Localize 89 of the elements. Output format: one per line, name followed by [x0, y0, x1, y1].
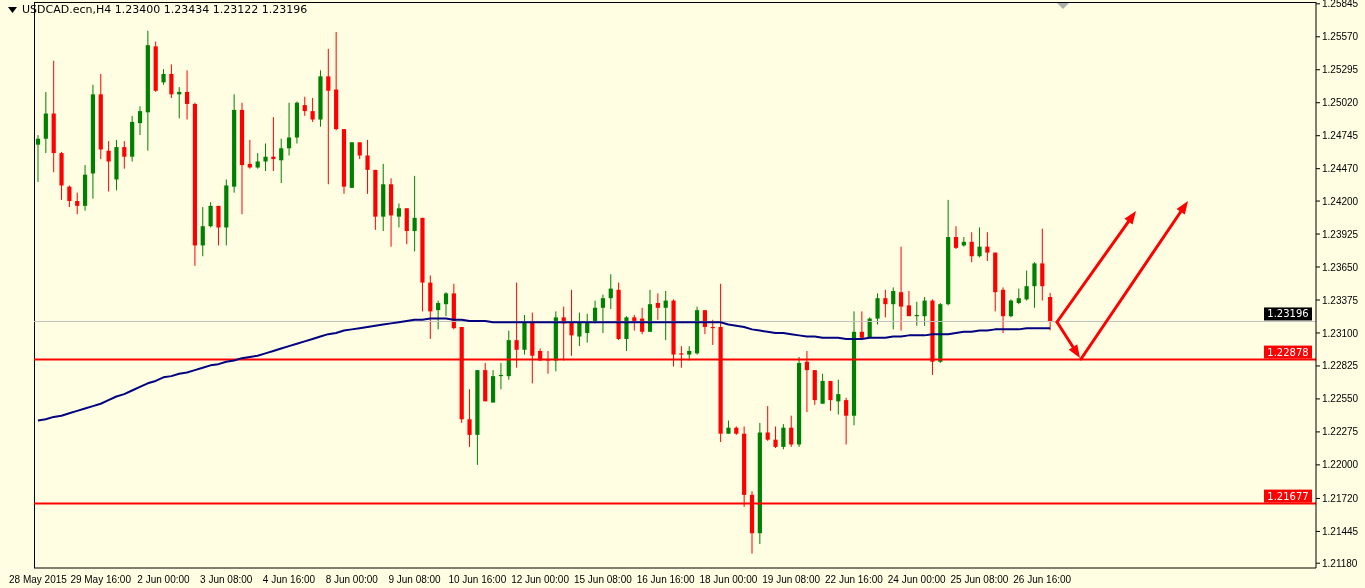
candlestick [436, 300, 441, 330]
candlestick [569, 289, 574, 357]
candlestick [859, 310, 864, 339]
candlestick [443, 291, 449, 317]
y-tick-label: 1.23650 [1322, 261, 1359, 273]
y-tick-label: 1.24470 [1322, 163, 1359, 175]
y-tick-label: 1.21445 [1322, 525, 1359, 537]
x-tick-label: 15 Jun 08:00 [573, 574, 633, 586]
y-tick-label: 1.24745 [1322, 130, 1359, 142]
x-tick-label: 8 Jun 00:00 [325, 574, 379, 586]
y-tick-label: 1.21720 [1322, 493, 1359, 504]
candlestick [828, 380, 833, 412]
candlestick [836, 379, 841, 416]
candlestick [765, 405, 770, 442]
x-tick-label: 29 May 16:00 [70, 574, 132, 586]
candlestick [906, 290, 912, 317]
candlestick [169, 63, 174, 99]
candlestick [396, 202, 402, 228]
x-tick-label: 28 May 2015 [9, 574, 68, 586]
candlestick [898, 246, 904, 332]
y-tick-label: 1.23375 [1322, 294, 1359, 306]
x-tick-label: 10 Jun 16:00 [448, 574, 507, 586]
candlestick [184, 69, 190, 121]
x-tick-label: 3 Jun 08:00 [200, 574, 253, 586]
ref-line-label: 1.22878 [1267, 346, 1309, 358]
candlestick [467, 388, 472, 448]
candlestick [577, 312, 582, 347]
x-tick-label: 9 Jun 08:00 [388, 574, 442, 586]
candlestick [773, 426, 778, 449]
candlestick [75, 192, 80, 215]
y-tick-label: 1.23925 [1322, 228, 1359, 240]
x-tick-label: 25 Jun 08:00 [950, 574, 1009, 586]
x-tick-label: 22 Jun 16:00 [825, 574, 884, 586]
candlestick [600, 294, 606, 334]
y-tick-label: 1.21180 [1322, 557, 1358, 569]
candlestick [844, 397, 849, 445]
candlestick [263, 143, 268, 172]
candlestick [302, 96, 307, 117]
candlestick [655, 292, 660, 321]
x-tick-label: 19 Jun 08:00 [762, 574, 821, 586]
candlestick [624, 315, 629, 352]
y-tick-label: 1.25570 [1322, 31, 1359, 43]
y-tick-label: 1.25845 [1322, 0, 1359, 10]
y-tick-label: 1.22825 [1322, 360, 1359, 372]
x-tick-label: 2 Jun 00:00 [137, 574, 191, 586]
candlestick [922, 296, 927, 327]
x-tick-label: 12 Jun 00:00 [511, 574, 570, 586]
candlestick [977, 226, 982, 258]
x-tick-label: 16 Jun 16:00 [636, 574, 695, 586]
candlestick [1040, 228, 1045, 302]
candlestick [663, 290, 668, 341]
candlestick [137, 105, 143, 136]
y-tick-label: 1.25295 [1322, 64, 1359, 76]
candlestick [67, 184, 72, 208]
y-tick-label: 1.24200 [1322, 195, 1359, 207]
candlestick [820, 373, 825, 405]
y-tick-label: 1.22275 [1322, 426, 1359, 438]
candlestick [789, 415, 794, 448]
y-tick-label: 1.23100 [1322, 327, 1359, 339]
candlestick [200, 206, 205, 257]
ref-line-label: 1.21677 [1267, 490, 1309, 502]
x-tick-label: 26 Jun 16:00 [1013, 574, 1072, 586]
candlestick [279, 138, 284, 184]
candlestick [365, 139, 370, 195]
candlestick [781, 423, 786, 450]
candlestick [891, 286, 896, 330]
candlestick [412, 175, 417, 252]
candlestick [985, 231, 990, 262]
y-tick-label: 1.25020 [1322, 97, 1359, 109]
ref-line-label: 1.23196 [1267, 308, 1309, 320]
candlestick [608, 273, 613, 310]
candlestick [1032, 261, 1037, 309]
x-tick-label: 18 Jun 00:00 [699, 574, 758, 586]
candlestick [35, 134, 41, 183]
candlestick [953, 225, 959, 250]
x-tick-label: 24 Jun 00:00 [887, 574, 947, 586]
candlestick [310, 97, 315, 123]
y-tick-label: 1.22550 [1322, 393, 1359, 405]
candlestick [208, 201, 213, 228]
candlestick [216, 205, 221, 246]
candlestick [122, 140, 127, 170]
candlestick [1024, 270, 1029, 302]
candlestick [969, 231, 974, 263]
candlestick [875, 292, 880, 326]
x-tick-label: 4 Jun 16:00 [262, 574, 316, 586]
candlestick [326, 48, 331, 185]
y-tick-label: 1.22000 [1322, 459, 1359, 471]
candlestick [404, 207, 409, 245]
candlestick [883, 289, 888, 318]
